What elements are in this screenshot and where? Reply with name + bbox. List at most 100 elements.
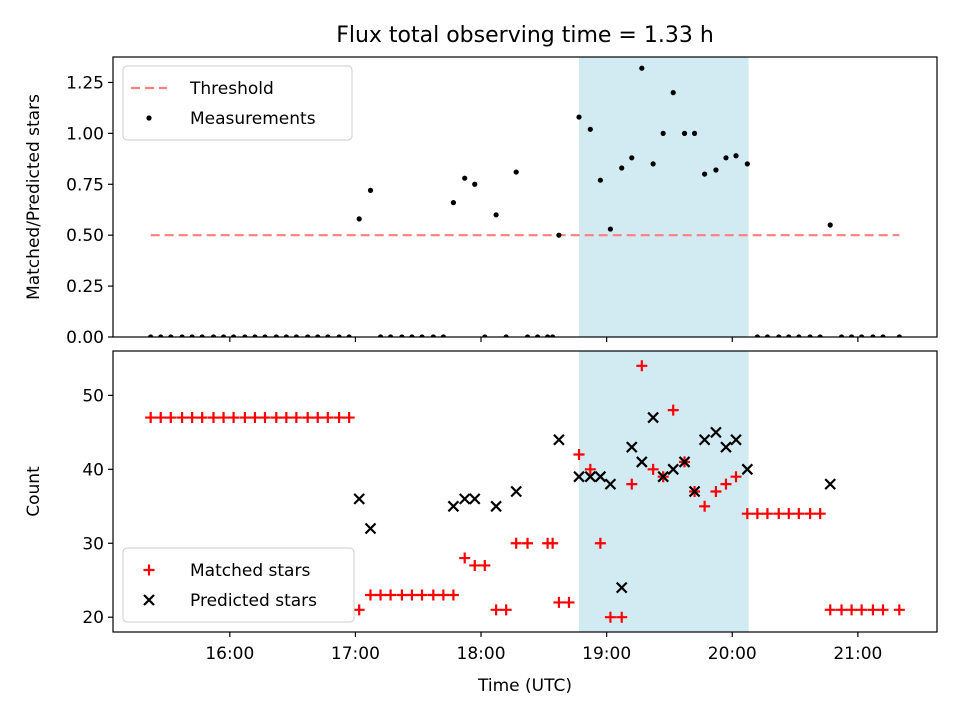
data-point [710, 426, 722, 439]
data-point [365, 589, 376, 601]
data-point [639, 65, 645, 71]
data-point [447, 500, 460, 513]
data-point [273, 334, 279, 337]
y-tick-label: 40 [82, 460, 104, 480]
data-point [786, 334, 792, 337]
data-point [459, 552, 471, 564]
data-point [513, 169, 519, 175]
data-point [220, 334, 227, 337]
data-point [754, 334, 760, 337]
data-point [629, 155, 635, 161]
data-point [396, 589, 408, 601]
data-point [302, 412, 314, 424]
data-point [283, 334, 289, 337]
data-point [419, 334, 425, 337]
x-tick-label: 21:00 [833, 644, 882, 664]
data-point [744, 161, 750, 167]
data-point [510, 537, 522, 549]
data-point [587, 126, 593, 132]
data-point [249, 412, 261, 424]
data-point [796, 334, 802, 337]
data-point [490, 604, 502, 616]
data-point [500, 604, 512, 616]
data-point [667, 404, 679, 416]
data-point [824, 478, 837, 490]
data-point [626, 478, 638, 490]
data-point [615, 581, 628, 594]
data-point [647, 411, 659, 424]
data-point [503, 334, 509, 337]
data-point [880, 334, 886, 337]
data-point [773, 508, 785, 520]
data-point [385, 589, 397, 601]
data-point [270, 412, 282, 424]
data-point [573, 449, 585, 461]
data-point [356, 216, 362, 222]
data-point [710, 486, 722, 497]
data-point [239, 412, 251, 424]
data-point [720, 441, 732, 453]
data-point [325, 334, 331, 337]
data-point [262, 334, 268, 337]
data-point [836, 604, 848, 616]
data-point [196, 412, 208, 424]
data-point [430, 334, 436, 337]
data-point [242, 334, 248, 337]
data-point [670, 90, 676, 96]
data-point [556, 232, 562, 238]
data-point [824, 604, 836, 616]
y-tick-label: 0.50 [66, 226, 104, 246]
data-point [280, 412, 292, 424]
data-point [367, 187, 374, 193]
bottom-axes: 20 30 40 50 16:00 17:00 18:00 19:00 20:00 21:00 Co… [24, 350, 938, 696]
legend: Matched stars Predicted stars [122, 547, 355, 623]
data-point [553, 596, 565, 608]
data-point [176, 412, 188, 424]
data-point [440, 334, 446, 337]
x-tick-label: 19:00 [582, 644, 631, 664]
data-point [462, 175, 468, 181]
data-point [827, 222, 833, 228]
data-point [189, 334, 195, 337]
data-point [353, 604, 365, 616]
data-point [364, 522, 377, 535]
data-point [859, 334, 865, 337]
data-point [713, 167, 719, 173]
data-point [322, 412, 334, 424]
highlight-span [579, 57, 749, 337]
plot-area [145, 351, 905, 632]
y-axis-label: Count [24, 466, 44, 517]
data-point [437, 589, 449, 601]
data-point [168, 334, 174, 337]
data-point [699, 500, 711, 512]
data-point [817, 334, 823, 337]
data-point [660, 130, 666, 136]
data-point [550, 334, 556, 337]
data-point [346, 334, 352, 337]
data-point [563, 596, 575, 608]
data-point [230, 334, 237, 337]
data-point [305, 334, 311, 337]
data-point [158, 334, 164, 337]
data-point [698, 433, 711, 446]
data-point [783, 508, 795, 520]
data-point [207, 412, 219, 424]
series-measurements [148, 65, 902, 337]
legend-dot-marker [146, 115, 152, 121]
data-point [479, 559, 491, 571]
legend-label: Measurements [190, 109, 316, 129]
data-point [741, 508, 753, 520]
data-point [856, 604, 868, 616]
data-point [594, 470, 607, 483]
data-point [691, 130, 698, 136]
data-point [814, 508, 826, 520]
data-point [493, 212, 499, 218]
data-point [793, 508, 805, 520]
data-point [594, 537, 606, 549]
data-point [228, 412, 240, 424]
data-point [807, 334, 813, 337]
y-tick-label: 50 [82, 386, 104, 406]
data-point [468, 493, 481, 505]
data-point [804, 508, 816, 520]
data-point [893, 604, 905, 616]
